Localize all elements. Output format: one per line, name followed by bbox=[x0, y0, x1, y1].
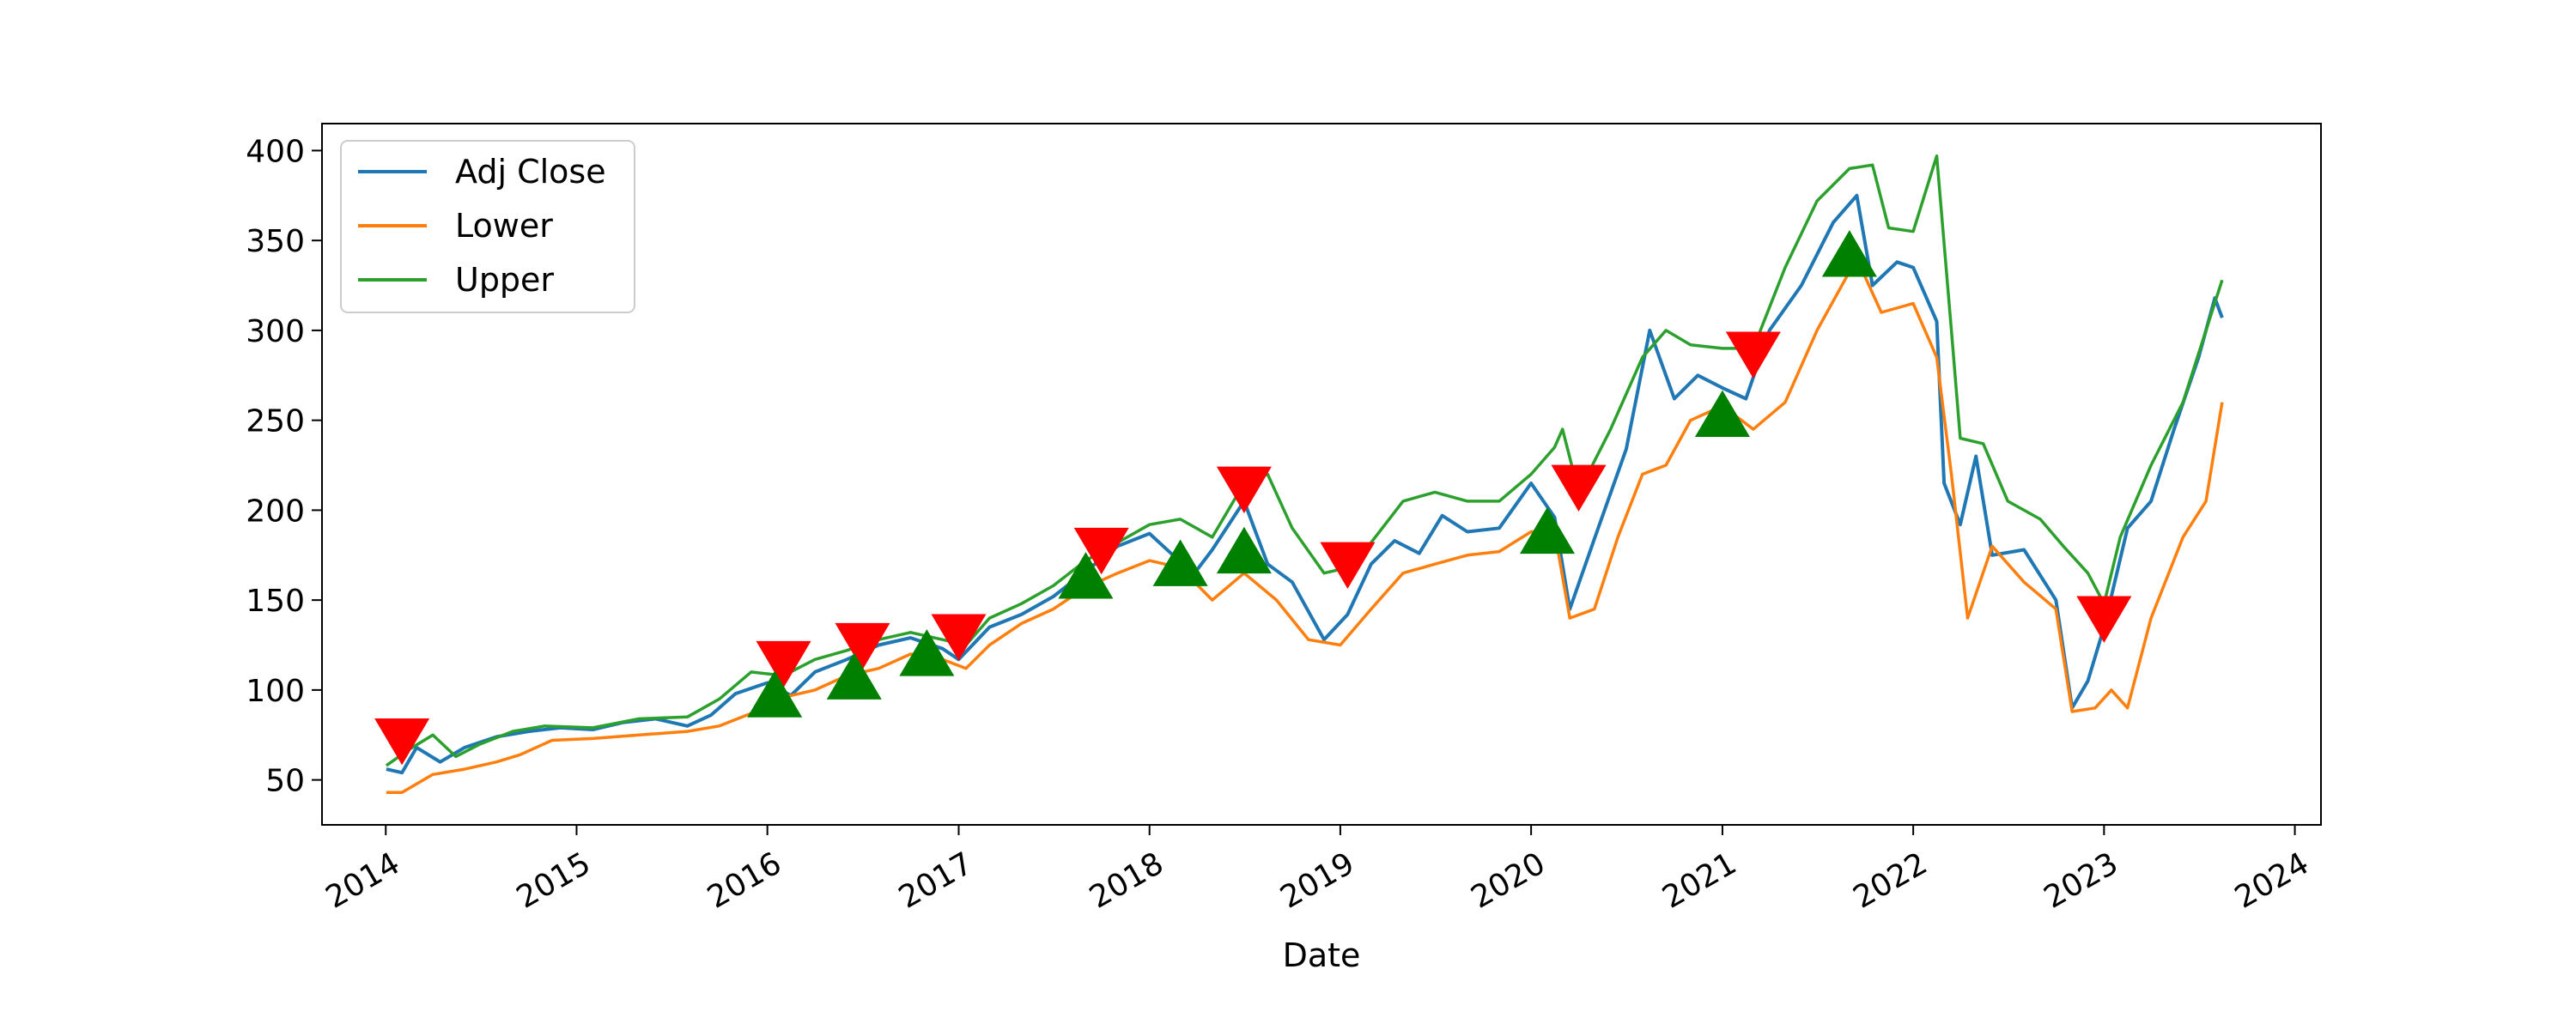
sell-signal-marker bbox=[756, 640, 811, 688]
sell-signal-marker bbox=[835, 622, 890, 670]
y-tick-label: 250 bbox=[246, 404, 305, 439]
legend: Adj Close Lower Upper bbox=[340, 140, 635, 313]
sell-signal-marker bbox=[1725, 331, 1781, 379]
buy-signal-marker bbox=[1058, 552, 1114, 599]
series-line-upper bbox=[385, 154, 2224, 767]
sell-signal-marker bbox=[1073, 527, 1129, 575]
buy-signal-marker bbox=[826, 652, 882, 700]
y-tick-label: 150 bbox=[246, 584, 305, 619]
y-tick-label: 350 bbox=[246, 224, 305, 259]
series-line-lower bbox=[386, 257, 2224, 795]
x-axis-label: Date bbox=[1283, 936, 1361, 974]
sell-signal-marker bbox=[1551, 464, 1607, 512]
series-layer bbox=[385, 154, 2224, 795]
sell-signal-marker bbox=[931, 614, 987, 661]
series-line-adj-close bbox=[386, 193, 2224, 775]
sell-signal-marker bbox=[2076, 596, 2132, 643]
sell-signal-marker bbox=[1216, 466, 1272, 514]
buy-signal-marker bbox=[899, 629, 955, 676]
legend-label-lower: Lower bbox=[455, 207, 553, 245]
plot-frame bbox=[321, 123, 2322, 826]
legend-box bbox=[340, 140, 635, 313]
y-tick-label: 300 bbox=[246, 314, 305, 349]
y-tick-label: 400 bbox=[246, 134, 305, 169]
marker-layer bbox=[374, 230, 2132, 766]
y-axis-ticks: 50 100 150 200 250 300 350 400 bbox=[246, 134, 322, 799]
buy-signal-marker bbox=[1519, 506, 1575, 554]
sell-signal-marker bbox=[1320, 542, 1376, 590]
buy-signal-marker bbox=[747, 670, 803, 718]
legend-label-upper: Upper bbox=[455, 261, 554, 299]
sell-signal-marker bbox=[374, 718, 430, 766]
buy-signal-marker bbox=[1821, 230, 1877, 277]
y-tick-label: 50 bbox=[265, 764, 305, 799]
legend-label-adj-close: Adj Close bbox=[455, 153, 606, 191]
y-tick-label: 200 bbox=[246, 494, 305, 529]
buy-signal-marker bbox=[1152, 539, 1208, 586]
y-tick-label: 100 bbox=[246, 674, 305, 709]
buy-signal-marker bbox=[1216, 526, 1272, 574]
buy-signal-marker bbox=[1694, 390, 1750, 437]
